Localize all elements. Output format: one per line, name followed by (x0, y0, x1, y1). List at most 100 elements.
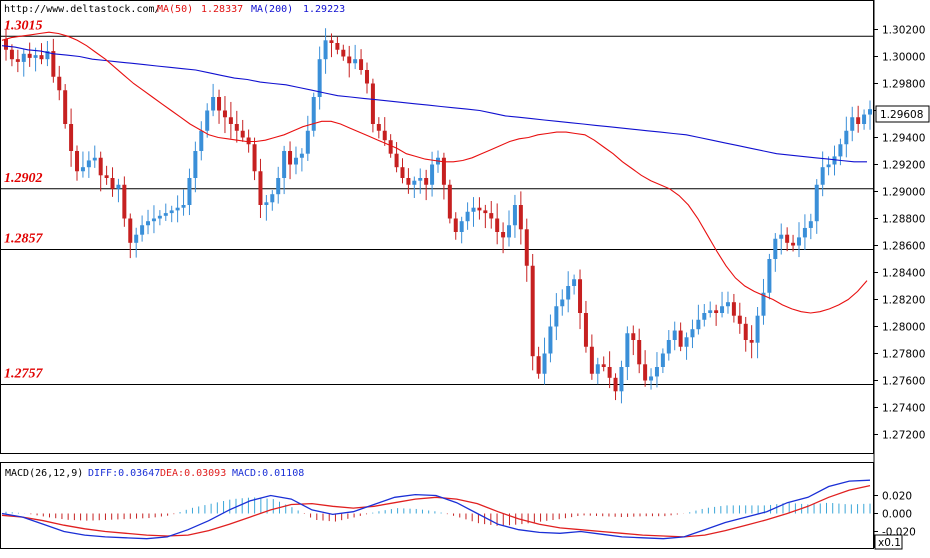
zoom-button[interactable] (874, 534, 903, 550)
candle-bull (725, 302, 730, 307)
candle-bull (755, 315, 760, 343)
candle-bull (654, 367, 659, 377)
price-tick-label: 1.28400 (882, 268, 925, 280)
candle-bear (489, 213, 494, 219)
candle-bull (175, 207, 180, 211)
candle-bull (80, 167, 85, 172)
candle-bull (305, 130, 310, 154)
ma200-value: 1.29223 (303, 4, 345, 15)
candle-bull (146, 221, 151, 226)
candle-bull (862, 114, 867, 124)
macd-value-label: MACD:0.01108 (232, 468, 304, 479)
candle-bear (589, 346, 594, 374)
candle-bull (838, 144, 843, 157)
candle-bear (737, 315, 742, 324)
candle-bear (98, 157, 103, 176)
candle-bull (595, 364, 600, 374)
macd-indicator: 0.0200.000-0.020 (1, 479, 916, 540)
price-tick-label: 1.28000 (882, 322, 925, 334)
candle-bear (370, 83, 375, 124)
price-tick-label: 1.28200 (882, 295, 925, 307)
candle-bear (518, 205, 523, 230)
candle-bull (672, 330, 677, 340)
candle-bear (63, 90, 68, 124)
current-price-tag (875, 105, 930, 123)
candle-bull (311, 97, 316, 131)
candle-bear (441, 157, 446, 185)
candle-bull (293, 157, 298, 165)
candle-bear (288, 151, 293, 165)
candle-bull (264, 202, 269, 205)
candle-bear (536, 356, 541, 374)
candle-bull (625, 333, 630, 367)
candle-bull (116, 184, 121, 189)
candle-bear (678, 330, 683, 347)
candle-bear (258, 171, 263, 205)
candle-bull (844, 130, 849, 145)
candle-bear (637, 340, 642, 365)
candle-bull (708, 310, 713, 313)
current-price: 1.29608 (880, 109, 923, 121)
candle-bear (406, 178, 411, 185)
candle-bear (856, 117, 861, 124)
candle-bull (151, 218, 156, 222)
candle-bear (785, 234, 790, 243)
price-tick-label: 1.28800 (882, 214, 925, 226)
candle-bull (619, 367, 624, 392)
candle-bear (347, 56, 352, 64)
candle-bear (57, 76, 62, 91)
candle-bear (631, 333, 636, 340)
candle-bull (802, 227, 807, 238)
candle-bull (323, 40, 328, 60)
candle-bull (696, 319, 701, 330)
candle-bull (193, 151, 198, 178)
candle-bull (832, 156, 837, 165)
candle-bull (282, 151, 287, 178)
candle-bull (542, 353, 547, 374)
candle-bull (157, 215, 162, 219)
candle-bull (814, 184, 819, 222)
candle-bull (779, 234, 784, 239)
macd-diff-label: DIFF:0.03647 (88, 468, 160, 479)
ma50-label: MA(50) (157, 4, 193, 15)
candle-bear (731, 302, 736, 316)
candle-bear (329, 40, 334, 43)
candle-bull (299, 153, 304, 158)
candle-bull (868, 109, 872, 115)
candle-bear (501, 232, 506, 238)
macd-dea-label: DEA:0.03093 (160, 468, 226, 479)
level-label: 1.2757 (4, 367, 44, 382)
macd-tick-label: 0.000 (882, 509, 912, 521)
candle-bear (613, 377, 618, 392)
price-tick-label: 1.29400 (882, 133, 925, 145)
candle-bear (714, 310, 719, 313)
candle-bull (720, 306, 725, 313)
zoom-label: x0.1 (878, 537, 901, 549)
candle-bear (104, 175, 109, 178)
candle-bear (583, 313, 588, 347)
candle-bear (27, 53, 32, 58)
candle-bear (495, 218, 500, 232)
candle-bull (187, 178, 192, 205)
level-label: 1.2857 (4, 232, 44, 247)
candle-bear (447, 184, 452, 219)
candle-bull (270, 194, 275, 203)
candle-bear (4, 38, 8, 50)
candle-bear (424, 178, 429, 185)
candle-bull (205, 110, 210, 131)
candle-bear (217, 97, 222, 111)
macd-diff-line (1, 479, 871, 540)
candle-bull (471, 207, 476, 212)
candle-bear (69, 124, 74, 151)
source-url: http://www.deltastock.com/ (4, 4, 161, 15)
candle-bear (240, 130, 245, 138)
candle-bull (820, 167, 825, 185)
candle-bear (341, 49, 346, 57)
candle-bear (578, 279, 583, 313)
candle-bear (359, 59, 364, 70)
candle-bear (9, 49, 14, 60)
candle-bull (684, 337, 689, 347)
candle-bull (412, 180, 417, 185)
candle-bear (234, 124, 239, 131)
